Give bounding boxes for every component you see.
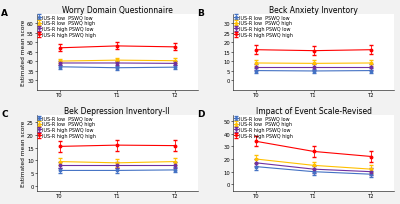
Legend: IUS-R low  PSWQ low, IUS-R low  PSWQ high, IUS-R high PSWQ low, IUS-R high PSWQ : IUS-R low PSWQ low, IUS-R low PSWQ high,… xyxy=(37,15,97,38)
Legend: IUS-R low  PSWQ low, IUS-R low  PSWQ high, IUS-R high PSWQ low, IUS-R high PSWQ : IUS-R low PSWQ low, IUS-R low PSWQ high,… xyxy=(37,116,97,139)
Text: D: D xyxy=(198,109,205,118)
Legend: IUS-R low  PSWQ low, IUS-R low  PSWQ high, IUS-R high PSWQ low, IUS-R high PSWQ : IUS-R low PSWQ low, IUS-R low PSWQ high,… xyxy=(234,116,293,139)
Legend: IUS-R low  PSWQ low, IUS-R low  PSWQ high, IUS-R high PSWQ low, IUS-R high PSWQ : IUS-R low PSWQ low, IUS-R low PSWQ high,… xyxy=(234,15,293,38)
Title: Beck Anxiety Inventory: Beck Anxiety Inventory xyxy=(269,6,358,14)
Text: A: A xyxy=(1,9,8,18)
Y-axis label: Estimated mean score: Estimated mean score xyxy=(21,19,26,85)
Y-axis label: Estimated mean score: Estimated mean score xyxy=(21,120,26,186)
Text: C: C xyxy=(1,109,8,118)
Title: Worry Domain Questionnaire: Worry Domain Questionnaire xyxy=(62,6,173,14)
Text: B: B xyxy=(198,9,204,18)
Title: Bek Depression Inventory-II: Bek Depression Inventory-II xyxy=(64,106,170,115)
Title: Impact of Event Scale-Revised: Impact of Event Scale-Revised xyxy=(256,106,372,115)
